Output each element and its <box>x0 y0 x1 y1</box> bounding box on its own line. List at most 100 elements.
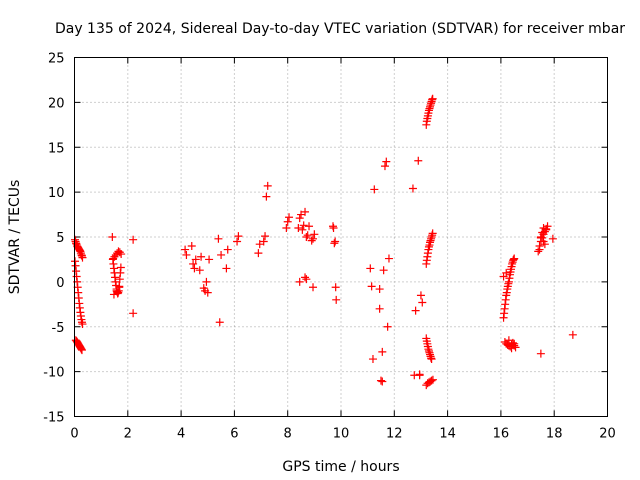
data-point <box>376 376 385 385</box>
data-point <box>129 309 138 318</box>
data-point <box>408 184 417 193</box>
data-point <box>77 346 86 355</box>
data-point <box>294 224 303 233</box>
x-tick-label: 6 <box>230 427 238 442</box>
data-point <box>414 156 423 165</box>
y-tick-label: -10 <box>43 366 64 381</box>
data-point <box>282 224 291 233</box>
data-point <box>254 249 263 258</box>
data-point <box>427 355 436 364</box>
data-point <box>428 94 437 103</box>
data-point <box>375 304 384 313</box>
data-point <box>415 370 424 379</box>
data-point <box>504 336 513 345</box>
data-point <box>331 237 340 246</box>
x-tick-label: 0 <box>70 427 78 442</box>
data-point <box>195 266 204 275</box>
y-axis-title: SDTVAR / TECUs <box>7 180 23 295</box>
data-point <box>542 225 551 234</box>
data-point <box>78 253 87 262</box>
data-point <box>202 277 211 286</box>
data-point <box>330 239 339 248</box>
y-tick-label: -5 <box>52 321 65 336</box>
data-point <box>428 229 437 238</box>
data-point <box>295 214 304 223</box>
data-point <box>78 320 87 329</box>
data-point <box>189 259 198 268</box>
data-point <box>309 234 318 243</box>
data-point <box>368 355 377 364</box>
data-point <box>543 222 552 231</box>
data-point <box>205 255 214 264</box>
data-point <box>309 283 318 292</box>
data-point <box>187 241 196 250</box>
x-tick-label: 14 <box>439 427 456 442</box>
x-tick-label: 12 <box>386 427 403 442</box>
data-point <box>416 291 425 300</box>
data-point <box>217 250 226 259</box>
data-point <box>263 181 272 190</box>
data-point <box>332 295 341 304</box>
data-point <box>301 207 310 216</box>
data-point <box>223 245 232 254</box>
data-point <box>370 185 379 194</box>
data-point <box>331 283 340 292</box>
data-point <box>383 322 392 331</box>
y-tick-label: 20 <box>48 96 65 111</box>
data-point <box>115 248 124 257</box>
data-point <box>511 343 520 352</box>
data-point <box>117 250 126 259</box>
data-point <box>181 245 190 254</box>
data-point <box>548 234 557 243</box>
data-point <box>299 221 308 230</box>
data-point <box>261 232 270 241</box>
data-point <box>418 298 427 307</box>
data-point <box>534 247 543 256</box>
data-point <box>307 236 316 245</box>
x-tick-label: 18 <box>546 427 563 442</box>
data-point <box>507 344 516 353</box>
data-point <box>380 162 389 171</box>
data-point <box>502 268 511 277</box>
data-point <box>298 225 307 234</box>
data-point <box>115 283 124 292</box>
data-point <box>427 376 436 385</box>
data-point <box>568 330 577 339</box>
data-point <box>378 347 387 356</box>
data-points-layer <box>71 94 577 390</box>
x-tick-label: 8 <box>284 427 292 442</box>
data-point <box>536 349 545 358</box>
chart-title: Day 135 of 2024, Sidereal Day-to-day VTE… <box>55 21 625 37</box>
data-point <box>283 217 292 226</box>
data-point <box>197 252 206 261</box>
x-tick-label: 4 <box>177 427 185 442</box>
x-tick-label: 16 <box>493 427 510 442</box>
data-point <box>259 237 268 246</box>
data-point <box>302 275 311 284</box>
data-point <box>382 157 391 166</box>
data-point <box>305 222 314 231</box>
data-point <box>375 285 384 294</box>
data-point <box>108 233 117 241</box>
data-point <box>510 339 519 348</box>
data-point <box>367 282 376 291</box>
data-point <box>510 254 519 263</box>
data-point <box>379 266 388 275</box>
x-tick-label: 20 <box>599 427 616 442</box>
x-tick-label: 10 <box>333 427 350 442</box>
data-point <box>214 234 223 243</box>
tick-layer: 0 2 4 6 8 10 12 14 16 18 20 -15 -10 -5 0 5 10 15 20 25 <box>43 52 616 442</box>
data-point <box>535 245 544 254</box>
data-point <box>182 250 191 259</box>
data-point <box>378 377 387 386</box>
data-point <box>222 264 231 273</box>
data-point <box>215 318 224 327</box>
data-point <box>116 263 125 272</box>
data-point <box>285 213 294 222</box>
data-point <box>411 306 420 315</box>
data-point <box>203 288 212 297</box>
y-tick-label: 10 <box>48 186 65 201</box>
data-point <box>329 224 338 233</box>
grid-layer <box>74 57 608 417</box>
